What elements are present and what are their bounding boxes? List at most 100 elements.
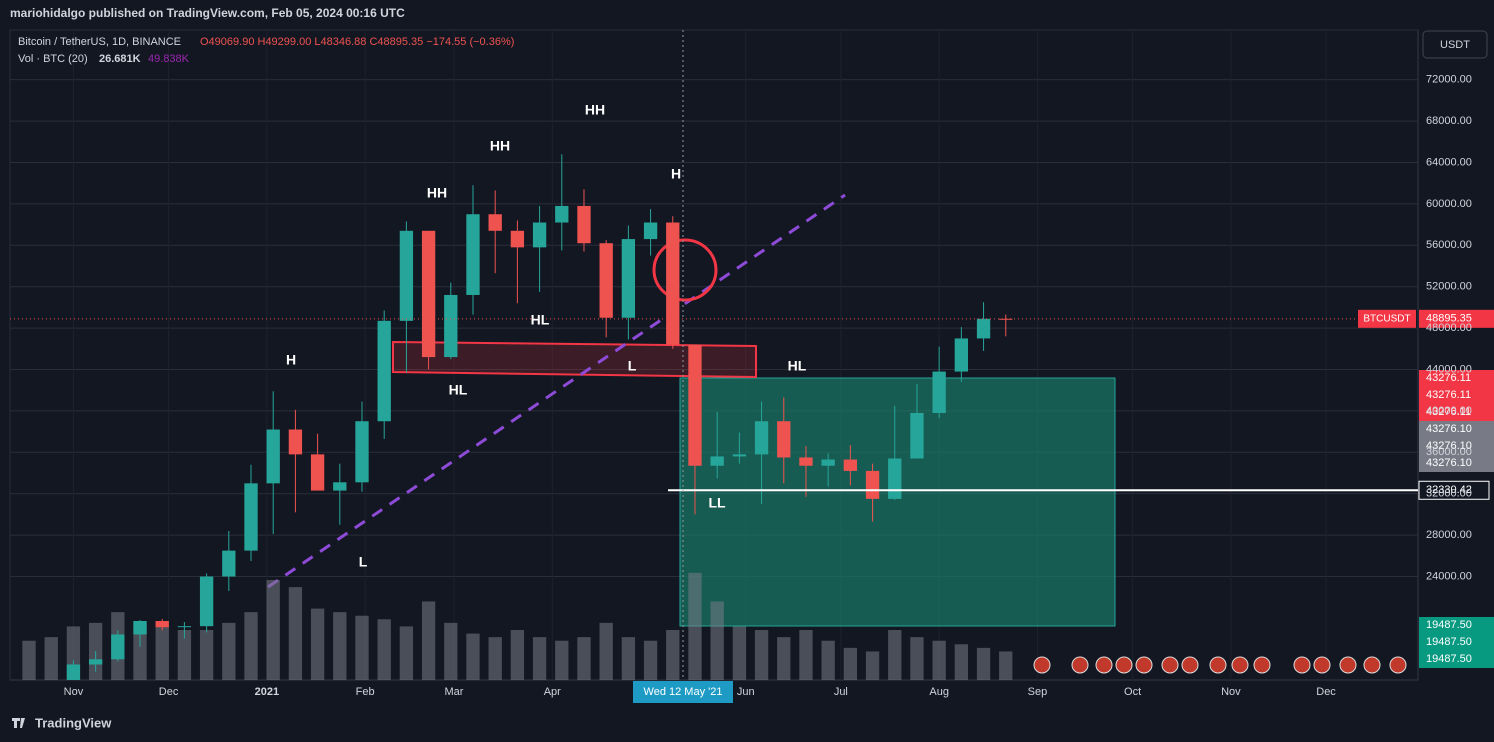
candle-body [488,214,502,231]
annotation: H [286,352,296,368]
candle-body [310,454,325,491]
price-label: 43276.11 [1426,389,1471,401]
candle-body [865,470,880,499]
candle-body [466,214,480,295]
volume-bar [310,608,325,680]
crosshair-date: Wed 12 May '21 [644,686,723,698]
annotation: L [628,358,637,374]
volume-bar [244,612,258,680]
circle-mark [652,238,718,302]
last-price: 48895.35 [1426,313,1472,325]
y-tick-label: 56000.00 [1426,239,1472,251]
price-label: 19487.50 [1426,636,1472,648]
candle-body [621,239,636,318]
volume-bar [510,630,525,680]
low: L48346.88 [314,36,366,48]
volume-bar [621,637,636,680]
candle-body [421,230,436,358]
x-tick-label: Sep [1028,686,1048,698]
candle-body [177,626,192,628]
volume-bar [821,640,835,680]
volume-ma: 49.838K [148,53,190,65]
candle-body [599,243,613,318]
annotation: HH [490,138,510,154]
candle-body [377,320,391,422]
price-label-bg [1419,651,1494,668]
candle-body [754,421,769,455]
candle-body [732,454,747,457]
candle-body [288,429,303,455]
volume-bar [599,622,613,680]
resistance-zone [392,340,757,379]
volume-bar [266,580,280,680]
y-tick-label: 40000.00 [1426,405,1472,417]
candle-body [199,576,214,627]
volume-bar [333,612,347,680]
x-tick-label: Dec [159,686,179,698]
candle-body [688,344,702,466]
brand[interactable]: TradingView [35,715,112,730]
candle-body [155,621,169,628]
x-tick-label: Feb [356,686,375,698]
level-bg [1418,480,1490,500]
price-label: 19487.50 [1426,653,1472,665]
publisher: mariohidalgo published on TradingView.co… [10,6,405,20]
symbol: Bitcoin / TetherUS, 1D, BINANCE [18,36,181,48]
x-tick-label: 2021 [255,686,279,698]
price-label-bg [1419,421,1494,438]
last-price-bg [1419,309,1494,328]
candle-body [355,421,369,483]
crosshair-date-bg [633,681,733,703]
volume-bar [799,630,813,680]
y-tick-label: 24000.00 [1426,570,1472,582]
candle-body [888,458,902,499]
candle-body [510,230,525,248]
price-label-bg [1419,617,1494,634]
symbol-tag: BTCUSDT [1363,313,1410,324]
volume-bar [155,626,169,680]
volume-name: Vol · BTC (20) [18,53,88,65]
legend: Bitcoin / TetherUS, 1D, BINANCE O49069.9… [18,36,514,65]
candle-body [643,222,658,240]
candle-body [88,659,103,665]
volume-bar [888,630,902,680]
zone-box [679,377,1116,627]
price-label-bg [1419,634,1494,651]
price-label-bg [1419,404,1494,421]
volume-bar [976,647,991,680]
y-tick-label: 36000.00 [1426,446,1472,458]
candle-body [266,429,280,484]
candle-body [532,222,547,248]
brand-logo [12,718,25,728]
x-tick-label: Nov [1221,686,1241,698]
volume-bar [843,647,858,680]
y-tick-label: 60000.00 [1426,198,1472,210]
event-icons [1033,656,1407,674]
annotation: HH [585,102,605,118]
candle-body [999,318,1013,320]
y-tick-label: 64000.00 [1426,156,1472,168]
annotation: HL [449,382,468,398]
x-tick-label: Oct [1124,686,1141,698]
volume-bar [777,637,791,680]
price-label: 43276.10 [1426,423,1472,435]
volume-bar [732,626,747,680]
candle-body [222,550,236,577]
high: H49299.00 [258,36,312,48]
price-label: 43276.11 [1426,372,1471,384]
volume-bar [932,640,946,680]
y-tick-label: 28000.00 [1426,529,1472,541]
volume-bar [177,630,192,680]
volume-bar [577,637,591,680]
volume-bar [643,640,658,680]
y-tick-label: 32000.00 [1426,488,1472,500]
volume-bar [421,601,436,680]
volume-bar [444,622,458,680]
annotation: LL [708,495,726,511]
x-tick-label: Nov [64,686,84,698]
currency[interactable]: USDT [1440,39,1470,51]
volume-bar [999,651,1013,680]
price-label-bg [1419,370,1494,387]
currency-button[interactable] [1422,30,1488,59]
x-tick-label: Jul [834,686,848,698]
